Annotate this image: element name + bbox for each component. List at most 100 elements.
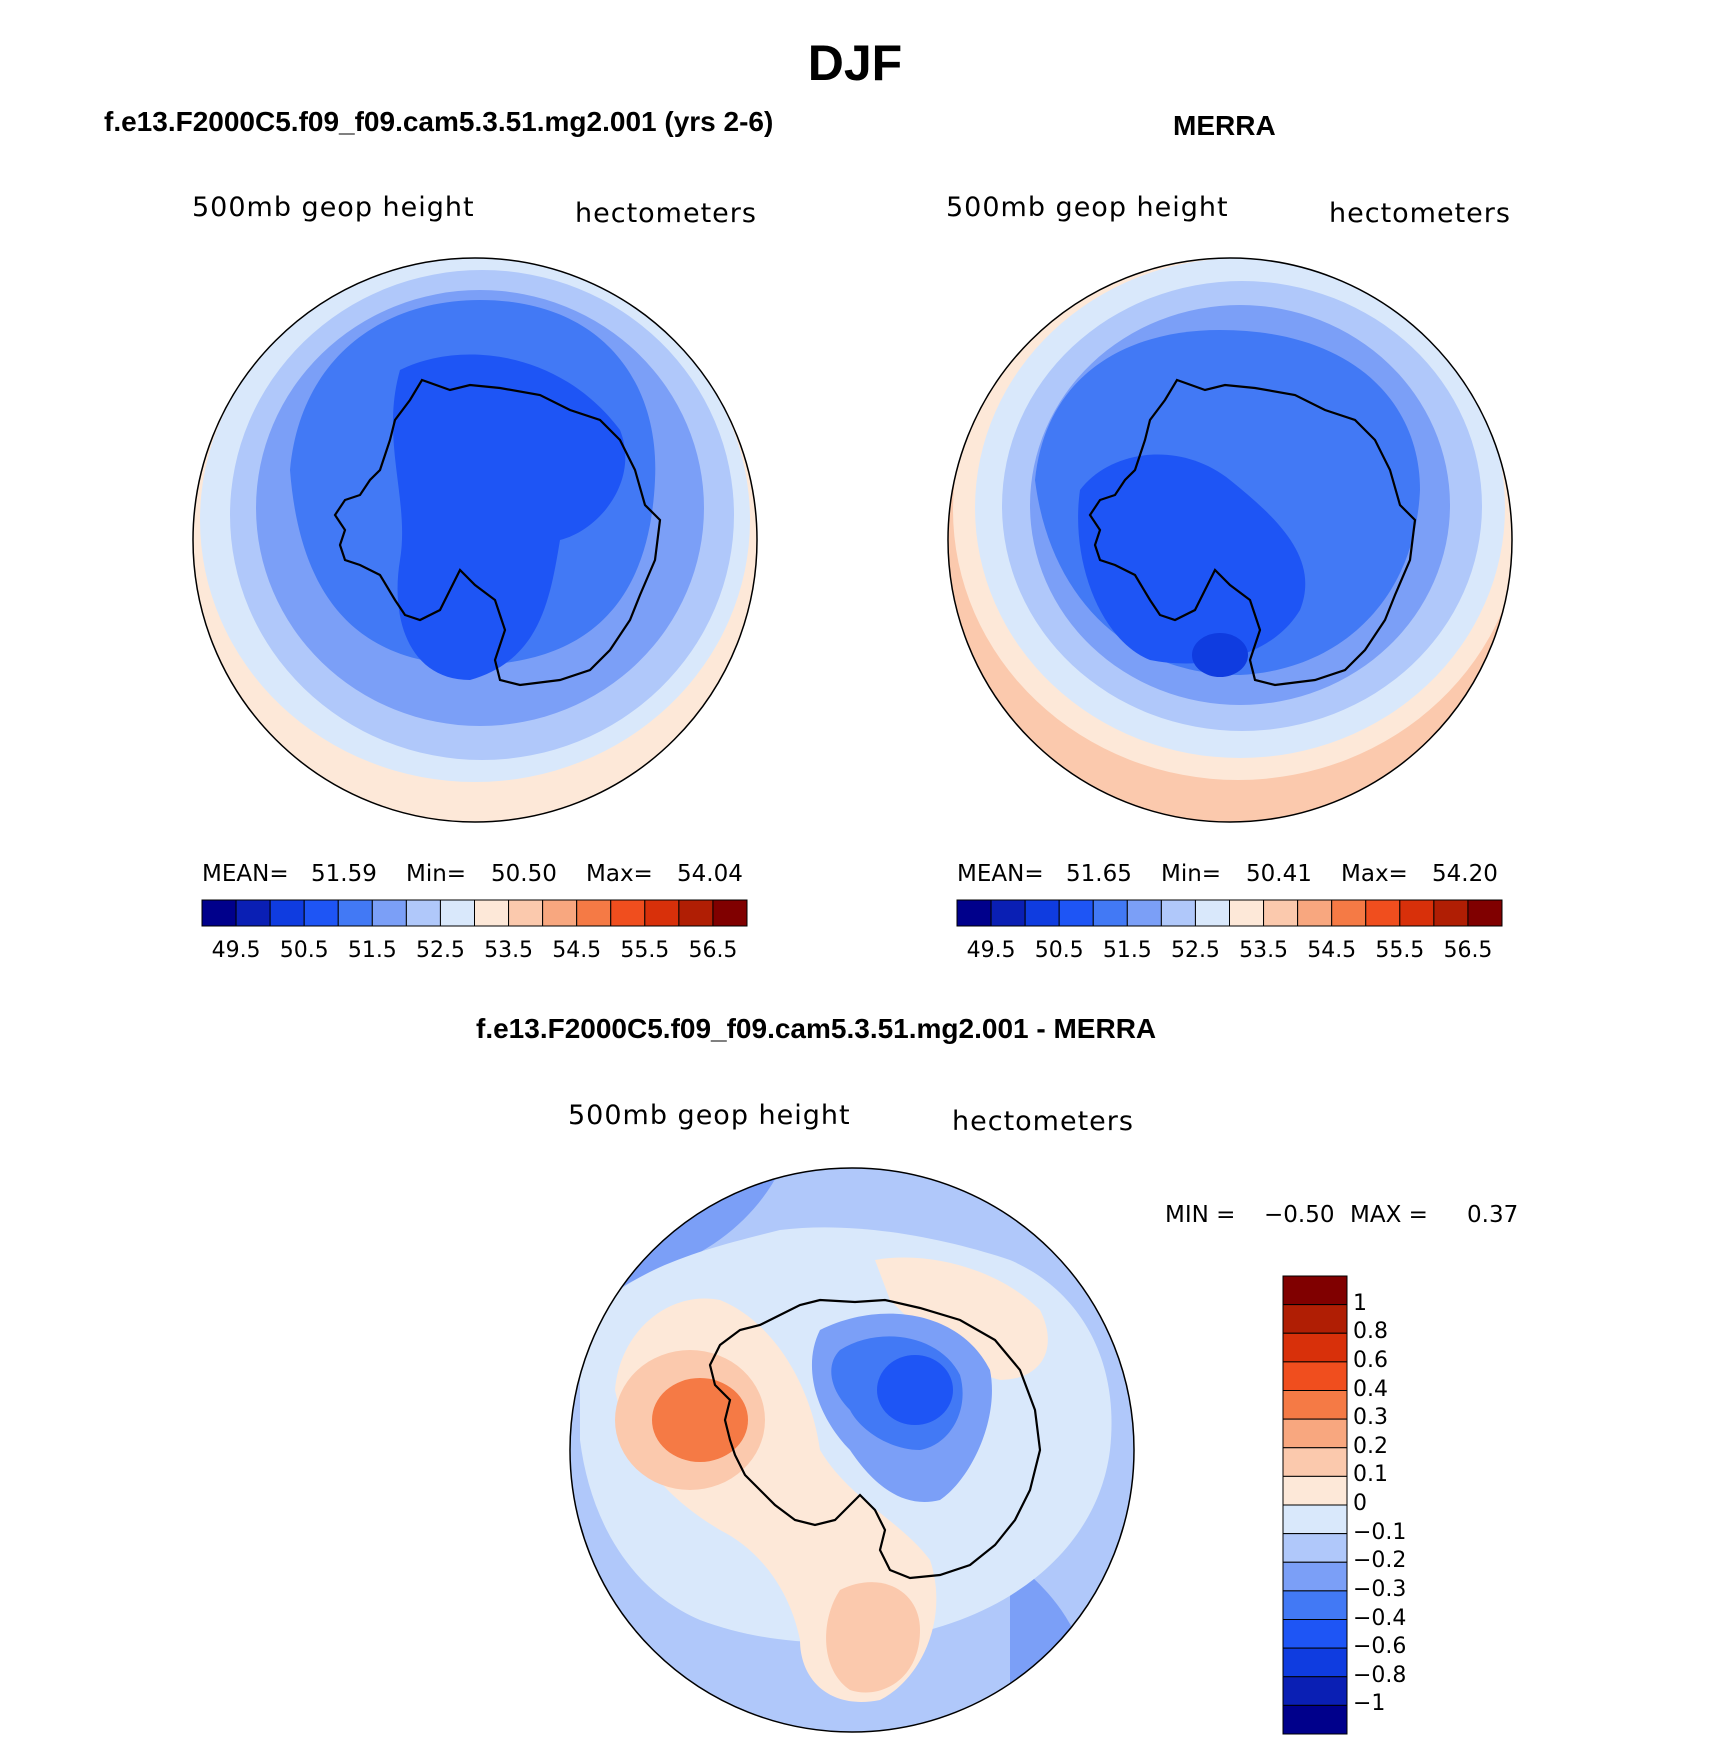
model-max-label: Max=: [586, 861, 653, 887]
colorbar-swatch: [576, 899, 612, 927]
obs-mean-label: MEAN=: [957, 861, 1044, 887]
colorbar-swatch: [1282, 1504, 1348, 1535]
diff-units-label: hectometers: [952, 1106, 1134, 1137]
model-fill-51.0: [392, 354, 626, 680]
obs-min-value: 50.41: [1246, 861, 1312, 887]
colorbar-tick-label: −0.8: [1353, 1662, 1407, 1688]
colorbar-tick-label: 53.5: [484, 938, 534, 963]
diff-max-label: MAX =: [1350, 1202, 1428, 1228]
colorbar-swatch: [371, 899, 407, 927]
colorbar-tick-label: 56.5: [688, 938, 738, 963]
colorbar-swatch: [1331, 899, 1367, 927]
diff-colorbar: [1282, 1275, 1348, 1735]
colorbar-swatch: [1282, 1390, 1348, 1420]
colorbar-swatch: [1282, 1447, 1348, 1477]
colorbar-swatch: [956, 899, 992, 927]
colorbar-swatch: [1126, 899, 1162, 927]
colorbar-swatch: [1433, 899, 1469, 927]
colorbar-tick-label: 49.5: [211, 938, 261, 963]
diff-panel-title: f.e13.F2000C5.f09_f09.cam5.3.51.mg2.001 …: [476, 1013, 1157, 1044]
colorbar-swatch: [1282, 1332, 1348, 1363]
obs-map: [948, 258, 1512, 822]
colorbar-swatch: [644, 899, 680, 927]
colorbar-swatch: [1282, 1533, 1348, 1563]
colorbar-tick-label: 1: [1353, 1290, 1367, 1316]
colorbar-tick-label: −0.2: [1353, 1548, 1407, 1574]
colorbar-swatch: [474, 899, 510, 927]
diff-antarctica-coast: [708, 1298, 1042, 1580]
model-panel-title: f.e13.F2000C5.f09_f09.cam5.3.51.mg2.001 …: [104, 106, 774, 137]
model-antarctica-coast: [333, 378, 662, 687]
obs-panel-title: MERRA: [1173, 110, 1276, 141]
colorbar-tick-label: 0.6: [1353, 1347, 1388, 1373]
obs-antarctica-coast: [1088, 378, 1417, 687]
colorbar-tick-label: −0.1: [1353, 1519, 1407, 1545]
obs-colorbar: [956, 899, 1503, 927]
colorbar-swatch: [678, 899, 714, 927]
colorbar-swatch: [1282, 1275, 1348, 1306]
colorbar-swatch: [269, 899, 305, 927]
model-min-label: Min=: [406, 861, 467, 887]
colorbar-swatch: [1263, 899, 1299, 927]
obs-max-label: Max=: [1341, 861, 1408, 887]
colorbar-swatch: [508, 899, 544, 927]
colorbar-tick-label: 0: [1353, 1491, 1367, 1516]
colorbar-swatch: [201, 899, 237, 927]
model-mean-value: 51.59: [311, 861, 377, 887]
model-map-border: [192, 257, 758, 823]
colorbar-swatch: [1282, 1704, 1348, 1735]
colorbar-tick-label: −0.6: [1353, 1634, 1407, 1660]
colorbar-tick-label: 51.5: [1102, 938, 1152, 963]
colorbar-tick-label: 54.5: [1307, 938, 1357, 963]
colorbar-swatch: [712, 899, 748, 927]
colorbar-tick-label: 0.1: [1353, 1462, 1388, 1488]
colorbar-tick-label: 0.3: [1353, 1405, 1388, 1431]
obs-fill-51.0: [1078, 454, 1306, 664]
colorbar-swatch: [1282, 1676, 1348, 1706]
colorbar-tick-label: 49.5: [966, 938, 1016, 963]
colorbar-tick-label: 52.5: [415, 938, 465, 963]
colorbar-swatch: [610, 899, 646, 927]
diff-fill-0.3: [652, 1378, 748, 1462]
colorbar-swatch: [1282, 1361, 1348, 1391]
colorbar-swatch: [235, 899, 271, 927]
colorbar-tick-label: 0.8: [1353, 1319, 1388, 1345]
diff-fill-0.2-south: [826, 1582, 920, 1693]
colorbar-tick-label: 53.5: [1239, 938, 1289, 963]
diff-max-value: 0.37: [1467, 1202, 1519, 1228]
colorbar-tick-label: 54.5: [552, 938, 602, 963]
colorbar-tick-label: 51.5: [347, 938, 397, 963]
obs-units-label: hectometers: [1329, 198, 1511, 229]
figure-title: DJF: [807, 35, 903, 91]
colorbar-tick-label: 55.5: [1375, 938, 1425, 963]
colorbar-swatch: [1365, 899, 1401, 927]
colorbar-swatch: [1282, 1619, 1348, 1649]
colorbar-swatch: [1399, 899, 1435, 927]
model-colorbar: [201, 899, 748, 927]
colorbar-swatch: [1282, 1561, 1348, 1592]
model-map: [193, 258, 757, 822]
obs-min-label: Min=: [1161, 861, 1222, 887]
diff-variable-label: 500mb geop height: [568, 1100, 851, 1131]
diff-min-label: MIN =: [1165, 1202, 1236, 1228]
model-units-label: hectometers: [575, 198, 757, 229]
model-variable-label: 500mb geop height: [192, 192, 475, 223]
colorbar-tick-label: −0.4: [1353, 1605, 1407, 1631]
model-max-value: 54.04: [677, 861, 743, 887]
colorbar-swatch: [1297, 899, 1333, 927]
colorbar-swatch: [1282, 1475, 1348, 1506]
colorbar-swatch: [1092, 899, 1128, 927]
colorbar-swatch: [1282, 1590, 1348, 1620]
colorbar-swatch: [439, 899, 475, 927]
colorbar-tick-label: −1: [1353, 1691, 1386, 1717]
colorbar-swatch: [337, 899, 373, 927]
colorbar-swatch: [405, 899, 441, 927]
diff-fill-neg0.4: [877, 1355, 953, 1425]
model-min-value: 50.50: [491, 861, 557, 887]
obs-variable-label: 500mb geop height: [946, 192, 1229, 223]
colorbar-tick-label: 52.5: [1170, 938, 1220, 963]
obs-fill-50.5: [1192, 633, 1248, 677]
colorbar-tick-label: 0.2: [1353, 1433, 1388, 1459]
colorbar-swatch: [1282, 1304, 1348, 1334]
